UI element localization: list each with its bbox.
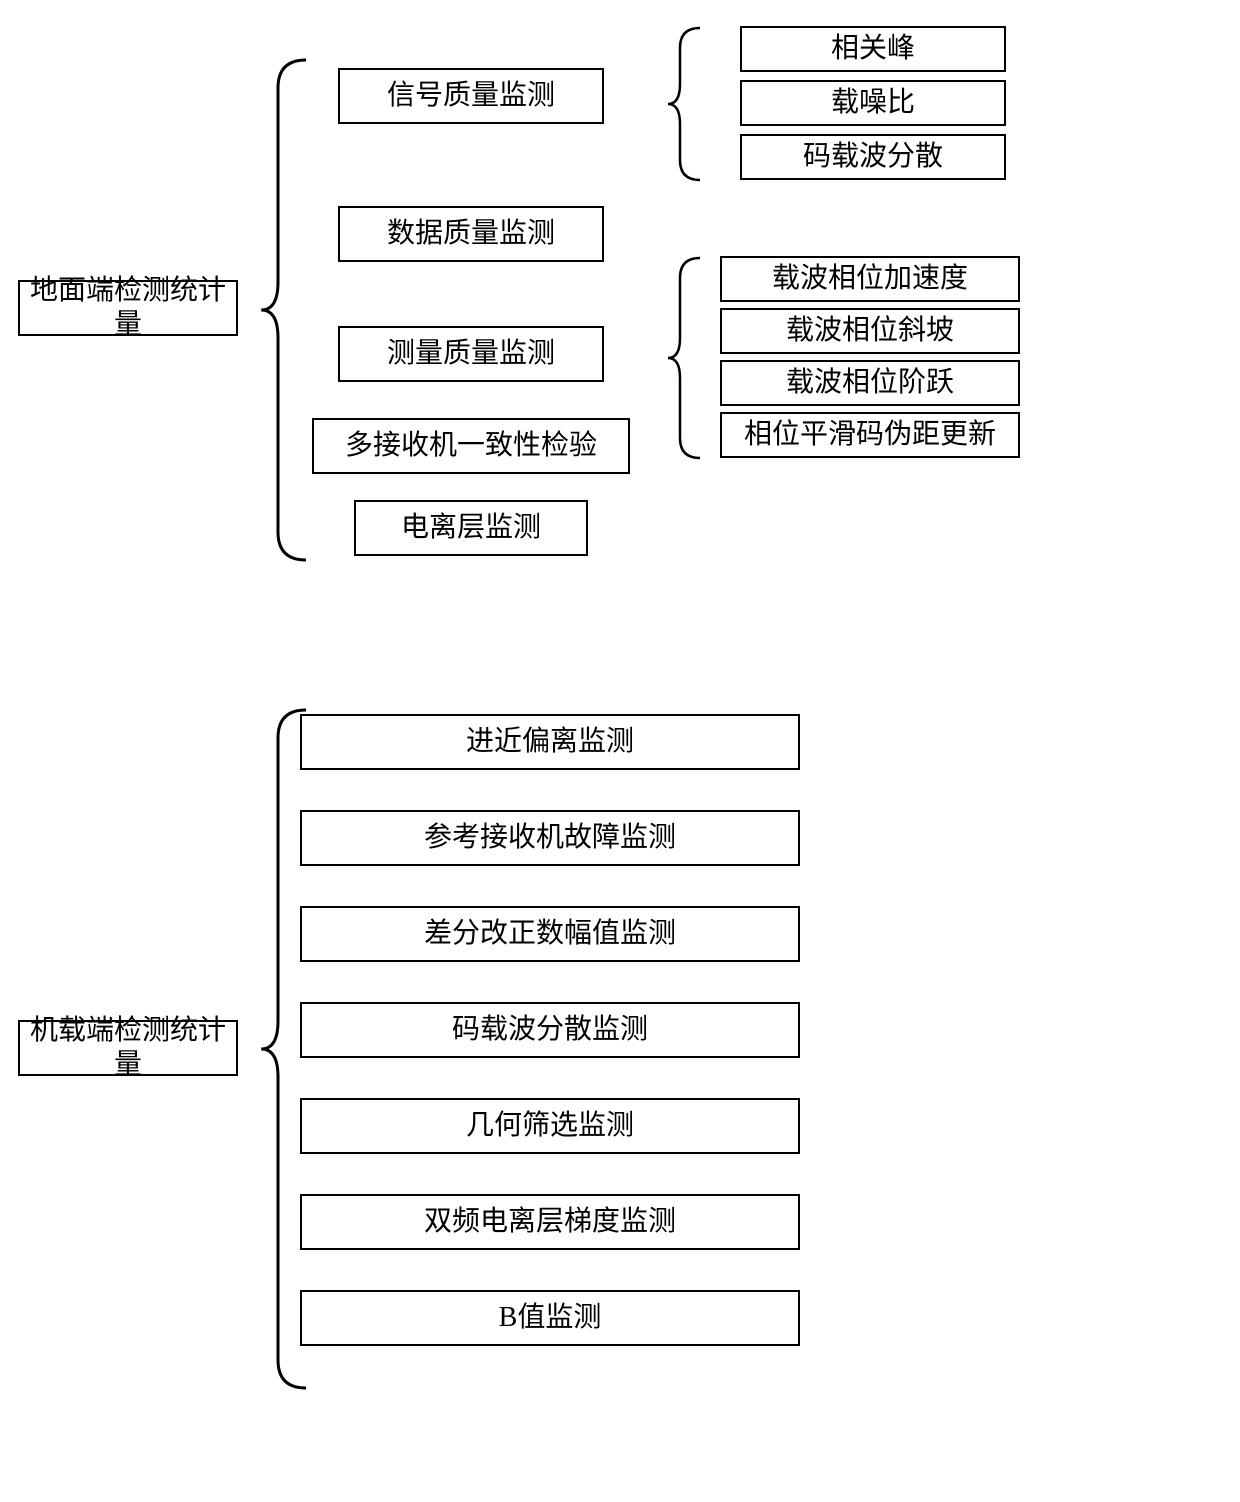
- measure-child-2: 载波相位阶跃: [720, 360, 1020, 406]
- ground-child-1: 数据质量监测: [338, 206, 604, 262]
- airborne-child-5: 双频电离层梯度监测: [300, 1194, 800, 1250]
- airborne-child-3: 码载波分散监测: [300, 1002, 800, 1058]
- brace-measure-quality: [660, 258, 700, 458]
- signal-child-2: 码载波分散: [740, 134, 1006, 180]
- root-airborne: 机载端检测统计量: [18, 1020, 238, 1076]
- airborne-child-1: 参考接收机故障监测: [300, 810, 800, 866]
- root-ground: 地面端检测统计量: [18, 280, 238, 336]
- ground-child-2: 测量质量监测: [338, 326, 604, 382]
- brace-ground-main: [250, 60, 306, 560]
- airborne-child-6: B值监测: [300, 1290, 800, 1346]
- brace-airborne-main: [250, 710, 306, 1388]
- ground-child-3: 多接收机一致性检验: [312, 418, 630, 474]
- ground-child-4: 电离层监测: [354, 500, 588, 556]
- measure-child-1: 载波相位斜坡: [720, 308, 1020, 354]
- signal-child-0: 相关峰: [740, 26, 1006, 72]
- measure-child-0: 载波相位加速度: [720, 256, 1020, 302]
- signal-child-1: 载噪比: [740, 80, 1006, 126]
- ground-child-0: 信号质量监测: [338, 68, 604, 124]
- measure-child-3: 相位平滑码伪距更新: [720, 412, 1020, 458]
- airborne-child-0: 进近偏离监测: [300, 714, 800, 770]
- brace-signal-quality: [660, 28, 700, 180]
- airborne-child-2: 差分改正数幅值监测: [300, 906, 800, 962]
- airborne-child-4: 几何筛选监测: [300, 1098, 800, 1154]
